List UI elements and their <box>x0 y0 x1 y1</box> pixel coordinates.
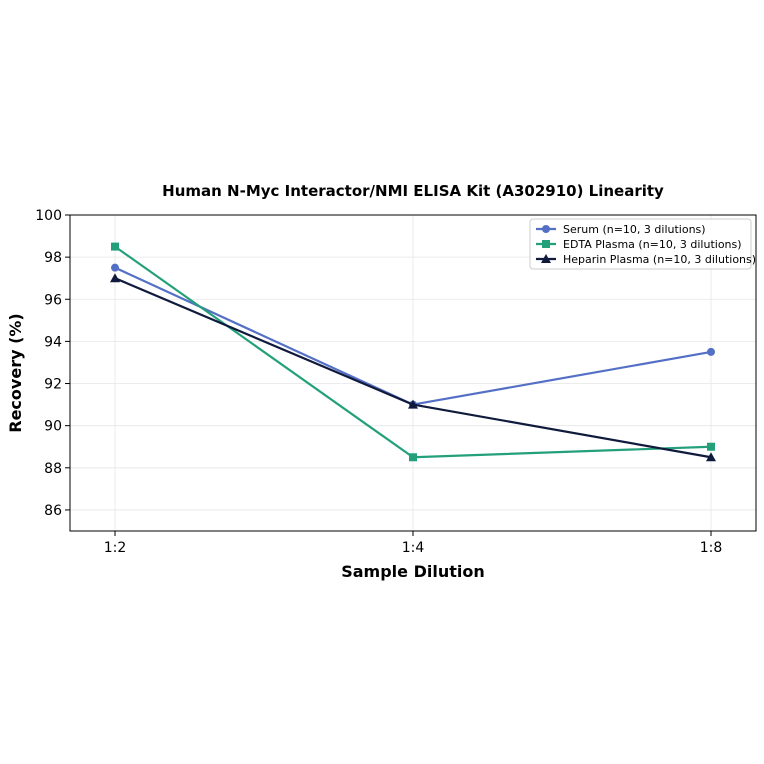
x-tick-label: 1:8 <box>700 540 723 556</box>
legend-item: Heparin Plasma (n=10, 3 dilutions) <box>536 253 756 266</box>
legend: Serum (n=10, 3 dilutions) EDTA Plasma (n=… <box>529 218 756 270</box>
y-tick-label: 96 <box>44 292 62 308</box>
legend-item: Serum (n=10, 3 dilutions) <box>536 223 706 236</box>
legend-label: Heparin Plasma (n=10, 3 dilutions) <box>563 253 756 266</box>
data-point <box>707 442 715 451</box>
data-point <box>111 242 119 251</box>
data-point <box>409 453 417 462</box>
axis-ticks: 86 88 90 92 94 96 98 100 1:2 1:4 1:8 <box>35 208 722 556</box>
legend-label: Serum (n=10, 3 dilutions) <box>563 223 706 236</box>
y-tick-label: 92 <box>44 377 62 393</box>
legend-label: EDTA Plasma (n=10, 3 dilutions) <box>563 238 742 251</box>
legend-item: EDTA Plasma (n=10, 3 dilutions) <box>536 238 742 251</box>
x-axis-label: Sample Dilution <box>341 562 485 581</box>
data-point <box>408 399 418 409</box>
series-3 <box>110 273 716 462</box>
data-point <box>706 452 716 462</box>
y-tick-label: 88 <box>44 461 62 477</box>
legend-marker <box>541 254 551 263</box>
y-axis-label: Recovery (%) <box>6 313 25 432</box>
chart-title: Human N-Myc Interactor/NMI ELISA Kit (A3… <box>162 182 664 200</box>
x-tick-label: 1:2 <box>104 540 127 556</box>
data-point <box>707 347 715 356</box>
y-tick-label: 94 <box>44 334 62 350</box>
legend-marker <box>542 225 550 233</box>
series-2 <box>111 242 715 462</box>
legend-marker <box>542 240 550 248</box>
data-point <box>110 273 120 283</box>
y-tick-label: 86 <box>44 503 62 519</box>
y-tick-label: 100 <box>35 208 62 224</box>
x-tick-label: 1:4 <box>402 540 425 556</box>
y-tick-label: 90 <box>44 419 62 435</box>
series-layer <box>110 242 716 462</box>
y-tick-label: 98 <box>44 250 62 266</box>
data-point <box>111 263 119 272</box>
legend-box <box>529 218 752 270</box>
